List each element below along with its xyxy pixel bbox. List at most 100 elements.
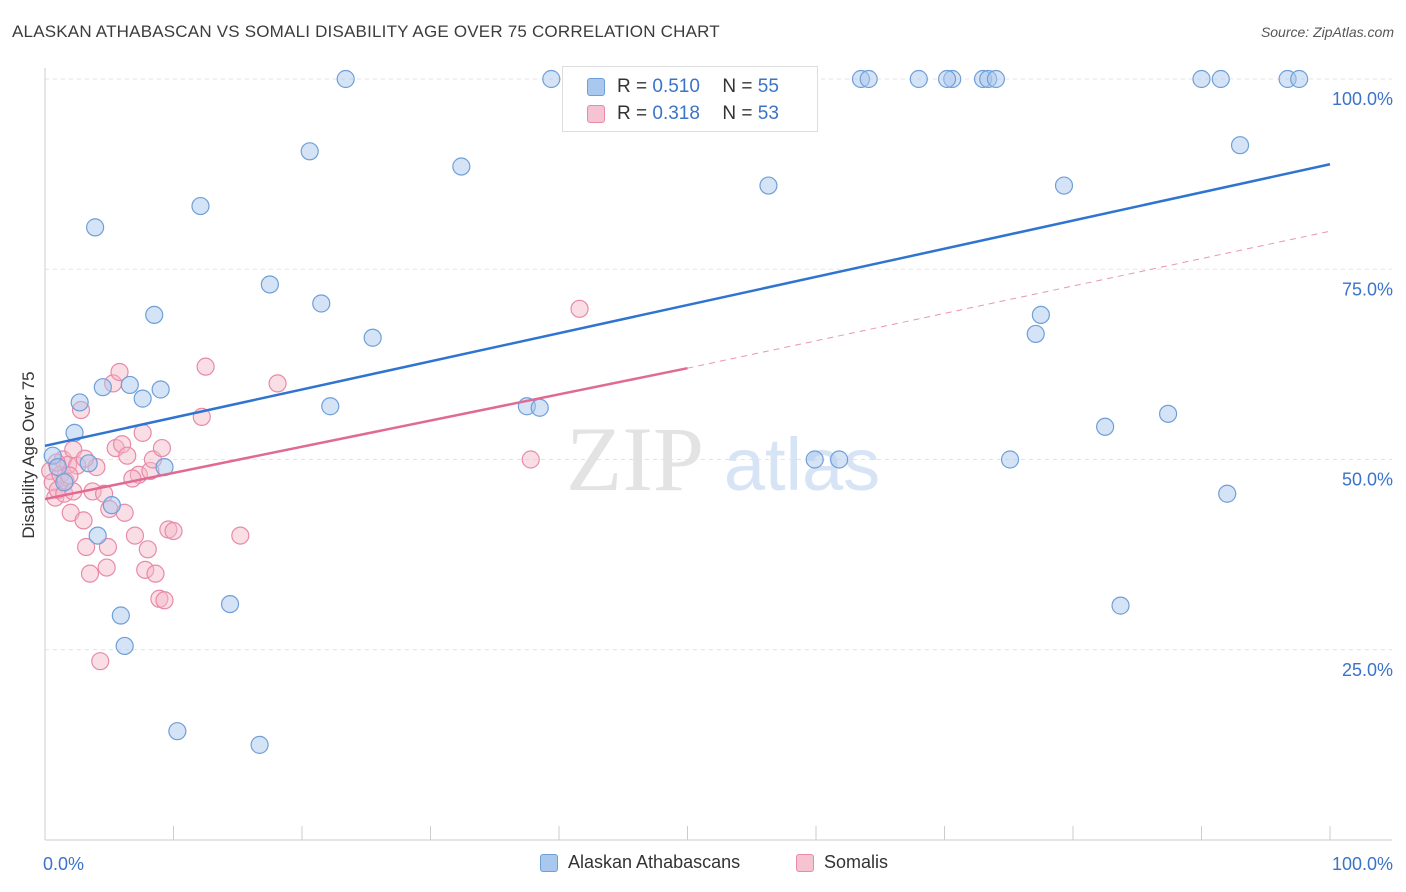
y-tick-label: 25.0%: [1342, 660, 1393, 680]
athabascan-point: [1031, 305, 1050, 325]
athabascan-point: [300, 142, 319, 161]
somali-point: [136, 560, 155, 579]
legend-swatch-blue: [540, 853, 558, 872]
legend-swatch-blue: [587, 78, 605, 96]
athabascan-trend-line: [44, 163, 1331, 448]
somali-point: [112, 435, 132, 454]
athabascan-point: [250, 735, 269, 754]
somali-point: [152, 438, 172, 458]
chart-title: ALASKAN ATHABASCAN VS SOMALI DISABILITY …: [12, 22, 720, 41]
legend-n-label: N =: [722, 76, 753, 97]
legend-r-label: R =: [617, 103, 648, 124]
somali-point: [155, 591, 174, 610]
axes: [44, 68, 1392, 841]
legend-r-value: 0.510: [652, 76, 700, 97]
athabascan-point: [859, 69, 878, 89]
somali-point: [125, 526, 145, 545]
athabascan-point: [1192, 69, 1211, 89]
somali-point: [196, 357, 215, 376]
athabascan-point: [1111, 596, 1130, 615]
somali-point: [146, 564, 165, 583]
somali-point: [110, 362, 129, 382]
athabascan-point: [542, 69, 561, 89]
athabascan-point: [88, 526, 107, 545]
legend-swatch-pink: [796, 853, 814, 872]
bottom-legend-somali: Somalis: [796, 852, 888, 873]
somali-point: [77, 537, 96, 557]
watermark-zip: ZIP: [566, 408, 704, 510]
athabascan-point: [151, 380, 170, 399]
athabascan-point: [805, 450, 824, 469]
athabascan-point: [145, 305, 164, 325]
legend-n-value: 53: [757, 103, 779, 124]
athabascan-point: [115, 636, 134, 656]
stats-legend: R = 0.510 N = 55 R = 0.318 N = 53: [562, 66, 818, 132]
grid-lines: [45, 78, 1392, 651]
bottom-legend-athabascan: Alaskan Athabascans: [540, 852, 740, 873]
legend-r-value: 0.318: [652, 103, 700, 124]
athabascan-point: [1054, 176, 1074, 195]
somali-point: [521, 450, 540, 469]
somali-point: [231, 526, 250, 545]
athabascan-point: [79, 454, 98, 473]
somali-point: [74, 511, 93, 530]
athabascan-point: [86, 218, 105, 237]
athabascan-point: [336, 69, 355, 89]
legend-row-athabascan: R = 0.510 N = 55: [587, 75, 779, 99]
axis-labels: 25.0% 50.0% 75.0% 100.0% 0.0% 100.0% Disabilit…: [19, 89, 1393, 874]
athabascan-point: [70, 393, 89, 412]
athabascan-point: [220, 594, 240, 614]
somali-point: [268, 374, 287, 393]
legend-label: Somalis: [824, 852, 889, 872]
y-tick-label: 50.0%: [1342, 470, 1393, 490]
source-label: Source: ZipAtlas.com: [1260, 24, 1394, 40]
somali-point: [80, 564, 100, 583]
legend-label: Alaskan Athabascans: [568, 852, 741, 872]
somali-trend-line: [44, 366, 688, 501]
somali-point: [91, 652, 110, 671]
athabascan-point: [1211, 69, 1230, 89]
y-tick-label: 75.0%: [1342, 279, 1393, 299]
somali-point: [97, 558, 116, 577]
athabascan-point: [452, 157, 471, 176]
athabascan-point: [1158, 404, 1178, 423]
athabascan-point: [937, 69, 957, 89]
athabascan-point: [1096, 417, 1115, 436]
somali-point: [138, 540, 157, 559]
athabascan-point: [759, 176, 778, 195]
athabascan-point: [363, 328, 382, 347]
somali-trend-extension: [687, 230, 1331, 369]
trend-lines: [44, 163, 1331, 501]
athabascan-point: [830, 450, 849, 469]
somali-point: [570, 299, 589, 318]
athabascan-point: [1218, 484, 1237, 503]
y-tick-label: 100.0%: [1332, 89, 1393, 109]
athabascan-point: [1290, 69, 1309, 89]
legend-row-somali: R = 0.318 N = 53: [587, 102, 779, 126]
athabascan-point: [530, 398, 549, 417]
somali-point: [98, 537, 118, 557]
athabascan-point: [93, 378, 112, 397]
athabascan-point: [260, 275, 279, 294]
athabascan-point: [1026, 324, 1045, 344]
watermark-atlas: atlas: [724, 423, 880, 506]
legend-n-value: 55: [757, 76, 779, 97]
athabascan-point: [102, 496, 121, 515]
athabascan-point: [909, 69, 928, 89]
athabascan-point: [1000, 450, 1020, 469]
x-tick-label-max: 100.0%: [1332, 854, 1393, 874]
somali-point: [164, 521, 183, 541]
somali-point: [123, 469, 142, 488]
x-tick-label-min: 0.0%: [43, 854, 84, 874]
athabascan-point: [55, 473, 74, 492]
athabascan-point: [321, 397, 340, 416]
athabascan-point: [133, 389, 152, 408]
athabascan-point: [111, 606, 130, 625]
athabascan-point: [312, 294, 331, 313]
athabascan-point: [168, 722, 187, 741]
legend-n-label: N =: [722, 103, 753, 124]
legend-swatch-pink: [587, 105, 605, 123]
athabascan-point: [1230, 136, 1250, 155]
athabascan-point: [986, 69, 1006, 89]
